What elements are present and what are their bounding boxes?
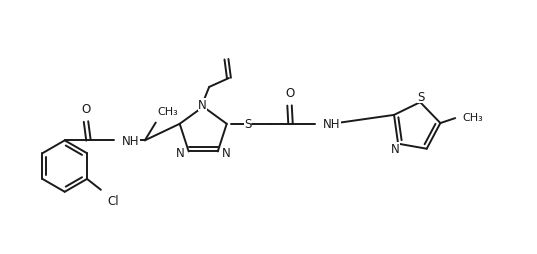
Text: O: O [285,86,294,99]
Text: O: O [82,102,91,115]
Text: N: N [176,146,185,159]
Text: NH: NH [323,118,340,131]
Text: Cl: Cl [107,194,119,207]
Text: N: N [222,146,230,159]
Text: CH₃: CH₃ [462,113,483,123]
Text: S: S [417,90,425,103]
Text: N: N [391,142,400,155]
Text: NH: NH [122,134,140,147]
Text: N: N [198,98,207,111]
Text: S: S [244,118,251,131]
Text: CH₃: CH₃ [158,107,178,117]
